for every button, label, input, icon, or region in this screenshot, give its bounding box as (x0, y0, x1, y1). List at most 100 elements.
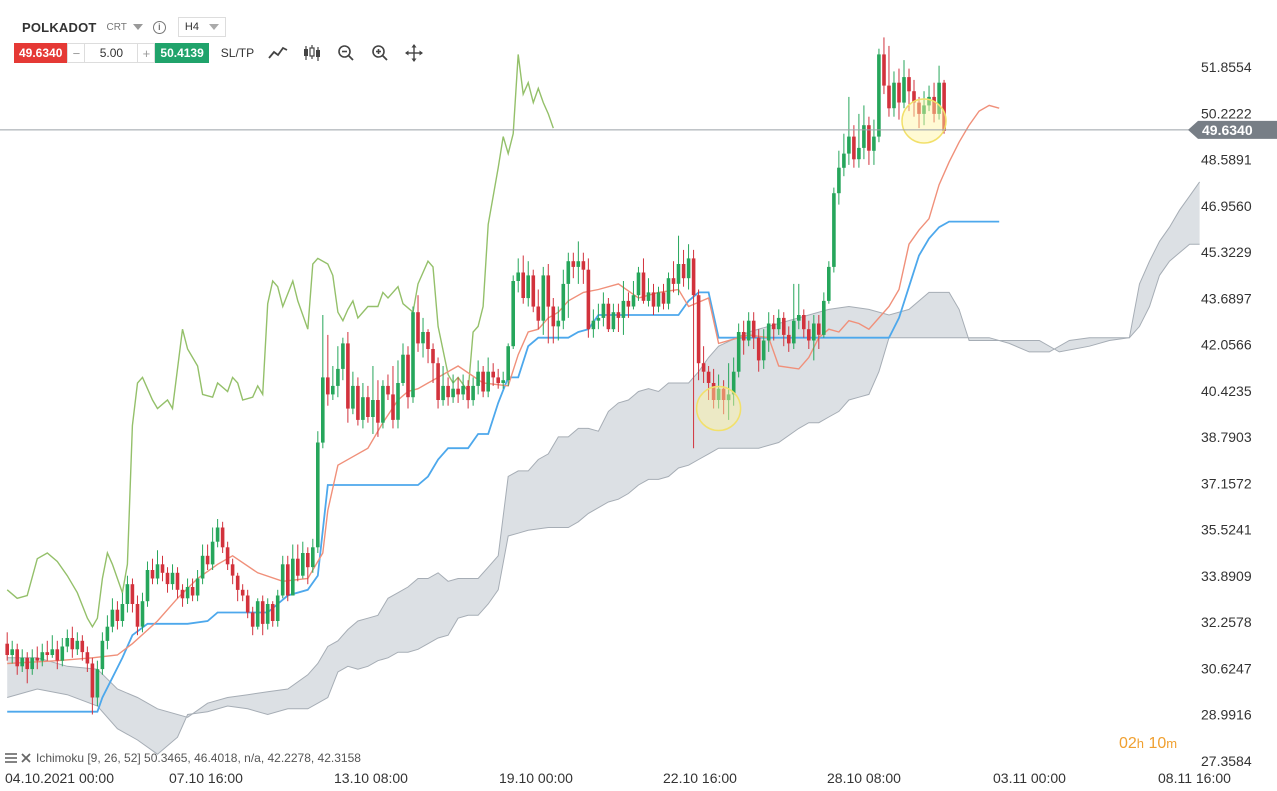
candle-body (937, 82, 941, 114)
candle (666, 272, 671, 310)
candle (516, 258, 520, 293)
x-axis[interactable]: 04.10.2021 00:00 07.10 16:00 13.10 08:00 19… (5, 770, 1231, 786)
candle (70, 626, 75, 658)
candle-body (456, 388, 460, 395)
candle-body (250, 612, 255, 627)
quantity-stepper[interactable]: − 5.00 + (67, 43, 156, 63)
candle-body (797, 315, 801, 321)
candle-body (556, 320, 561, 327)
candle (451, 374, 455, 403)
candle-body (341, 343, 345, 369)
candle (50, 635, 55, 658)
candle-body (666, 278, 671, 304)
zoom-in-icon[interactable] (370, 43, 390, 63)
candle (45, 640, 50, 661)
candle-body (812, 323, 816, 341)
candle (326, 334, 330, 406)
y-axis[interactable]: 51.8554 50.2222 48.5891 46.9560 45.3229 43.68… (1201, 59, 1252, 769)
line-chart-icon[interactable] (268, 43, 288, 63)
candle-body (120, 604, 125, 621)
timeframe-select[interactable]: H4 (177, 17, 226, 37)
settings-icon[interactable] (4, 752, 18, 764)
candle (832, 187, 836, 273)
candle-body (275, 595, 280, 621)
candle-body (265, 604, 270, 624)
candle-body (521, 272, 525, 298)
sell-button[interactable]: 49.6340 (14, 43, 68, 63)
candle (220, 521, 225, 553)
candle (155, 550, 160, 585)
candle (601, 292, 606, 327)
candlestick-icon[interactable] (302, 43, 322, 63)
candle-body (210, 541, 215, 565)
zoom-out-icon[interactable] (336, 43, 356, 63)
candle-body (741, 332, 746, 341)
y-tick-label: 32.2578 (1201, 614, 1252, 630)
candle-body (416, 312, 420, 344)
quantity-input[interactable]: 5.00 (84, 44, 139, 62)
candle-body (411, 312, 415, 398)
candle-body (100, 640, 105, 670)
candle-body (526, 275, 530, 299)
candle (150, 558, 155, 585)
candle (546, 264, 551, 344)
info-icon[interactable]: i (152, 20, 166, 34)
candle-body (381, 385, 385, 423)
candle (736, 323, 741, 378)
candle-body (731, 371, 736, 395)
candle (726, 363, 731, 420)
candle-body (90, 663, 95, 698)
candle (521, 255, 525, 304)
y-tick-label: 28.9916 (1201, 707, 1252, 723)
candle-body (55, 649, 60, 661)
instrument-symbol[interactable]: POLKADOT (22, 19, 97, 35)
candle (636, 266, 641, 301)
candle (275, 589, 280, 627)
candle (611, 303, 616, 332)
candle-body (446, 385, 450, 398)
sltp-button[interactable]: SL/TP (220, 46, 255, 60)
candle-body (872, 136, 876, 151)
candle (486, 357, 490, 398)
candle (857, 113, 861, 168)
senkou-b-line (7, 243, 1200, 755)
increase-button[interactable]: + (142, 45, 151, 61)
buy-button[interactable]: 50.4139 (155, 43, 209, 63)
decrease-button[interactable]: − (72, 45, 81, 61)
candle (556, 306, 561, 341)
highlight-circle (695, 385, 742, 432)
candle (125, 575, 130, 613)
candle (286, 555, 290, 602)
chevron-down-icon (208, 24, 219, 30)
candle-body (190, 587, 195, 596)
candle (716, 374, 721, 409)
candle-body (366, 397, 370, 417)
candle-body (516, 272, 520, 281)
candle-body (135, 604, 140, 627)
candle (797, 283, 801, 330)
candle-body (586, 269, 591, 330)
candle-body (676, 264, 681, 284)
move-icon[interactable] (404, 43, 424, 63)
indicator-values: Ichimoku [9, 26, 52] 50.3465, 46.4018, n… (36, 751, 361, 765)
candle-body (541, 275, 546, 321)
candle-body (621, 300, 626, 318)
candle (932, 82, 936, 123)
candle (766, 312, 771, 352)
candle (245, 589, 250, 619)
candle (120, 592, 125, 627)
candle (787, 326, 791, 352)
candle-body (606, 303, 611, 330)
candle (105, 615, 110, 650)
candle (65, 629, 70, 653)
candle (195, 570, 200, 602)
candle-body (626, 300, 631, 307)
close-icon[interactable] (20, 752, 32, 764)
candle-body (336, 368, 340, 386)
candle-body (701, 363, 706, 372)
candle-body (396, 383, 400, 420)
instrument-dropdown-icon[interactable] (132, 24, 143, 30)
candle (25, 652, 29, 684)
candle-body (611, 312, 616, 330)
